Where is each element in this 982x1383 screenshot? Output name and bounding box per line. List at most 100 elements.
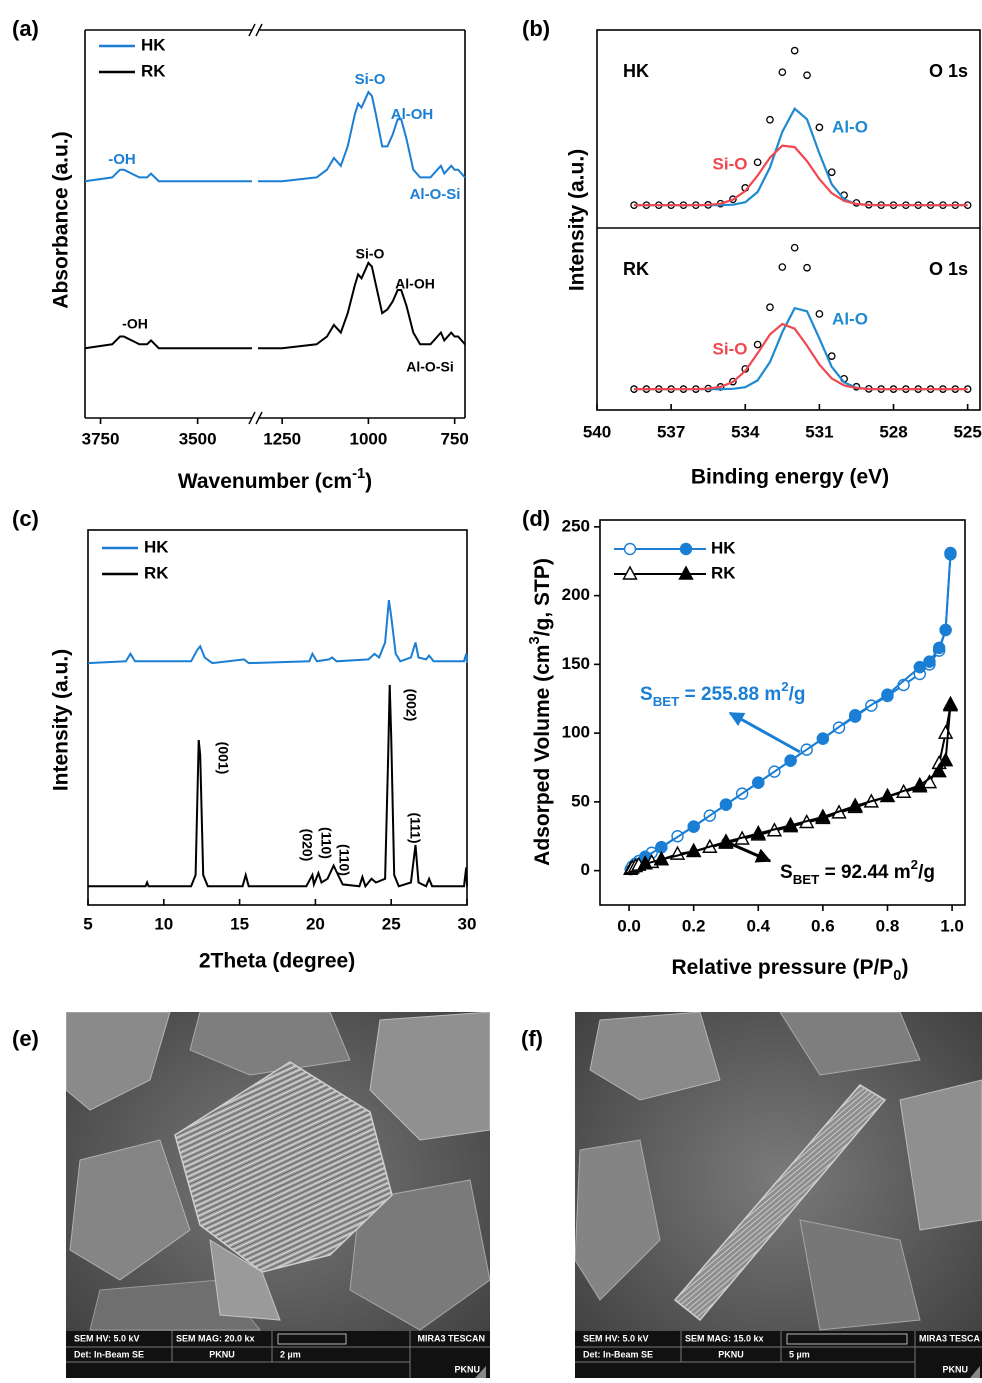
desorption-point	[637, 855, 653, 870]
sem-info: SEM HV: 5.0 kV	[583, 1333, 649, 1343]
label-part: 2	[781, 679, 788, 694]
desorption-point	[816, 732, 830, 745]
fit-component	[634, 106, 968, 207]
sample-label: HK	[623, 61, 649, 81]
legend-label: HK	[141, 35, 166, 54]
raw-data-point	[815, 123, 824, 132]
x-tick-label: 3500	[179, 429, 217, 448]
sem-info: SEM HV: 5.0 kV	[74, 1333, 140, 1343]
y-axis-label: Intensity (a.u.)	[50, 649, 73, 791]
sem-info: SEM MAG: 20.0 kx	[176, 1333, 255, 1343]
label-part: 0	[893, 968, 901, 984]
desorption-branch	[644, 704, 952, 865]
raw-data-point	[753, 340, 762, 349]
label-part: S	[640, 684, 653, 705]
sem-image-f	[575, 1012, 982, 1378]
y-tick-label: 250	[562, 516, 590, 535]
legend-marker	[679, 542, 693, 556]
axis-break	[248, 411, 256, 425]
core-level-label: O 1s	[929, 259, 968, 279]
label-part: S	[780, 862, 793, 883]
x-tick-label: 1000	[349, 429, 387, 448]
y-tick-label: 100	[562, 723, 590, 742]
plot-frame	[596, 29, 981, 411]
desorption-point	[815, 808, 831, 823]
sem-info: MIRA3 TESCAN	[417, 1333, 485, 1343]
peak-annotation: Al-OH	[391, 106, 434, 123]
bet-annotation: SBET = 92.44 m2/g	[780, 857, 935, 887]
desorption-point	[653, 851, 670, 866]
sample-label: RK	[623, 259, 649, 279]
peak-index-label: (110)	[336, 844, 352, 876]
panel-label: (f)	[521, 1026, 543, 1051]
sem-info: PKNU	[718, 1349, 744, 1359]
raw-data-point	[729, 377, 737, 386]
label-part: -1	[352, 466, 365, 482]
legend-marker	[678, 565, 694, 580]
raw-data-point	[803, 71, 811, 80]
label-part: = 92.44 m	[819, 862, 910, 883]
spectrum-line	[84, 90, 466, 183]
sem-info: PKNU	[454, 1364, 480, 1374]
desorption-point	[784, 754, 797, 767]
peak-annotation: Si-O	[356, 246, 385, 262]
sem-info: Det: In-Beam SE	[583, 1349, 653, 1359]
sem-info: SEM MAG: 15.0 kx	[685, 1333, 764, 1343]
pattern-line	[87, 599, 468, 665]
y-tick-label: 0	[581, 860, 590, 879]
raw-data-point	[815, 310, 824, 318]
label-part: BET	[653, 694, 680, 709]
x-axis-label: Relative pressure (P/P0)	[672, 956, 909, 984]
legend-label: RK	[144, 563, 169, 582]
raw-data-point	[766, 303, 774, 312]
pattern-line	[88, 684, 468, 889]
sem-image-e	[66, 1012, 490, 1378]
fit-component	[634, 322, 968, 391]
peak-annotation: -OH	[122, 316, 148, 332]
x-tick-label: 534	[731, 422, 760, 441]
panel-label: (a)	[12, 16, 39, 41]
component-label: Al-O	[832, 309, 868, 328]
plot-frame	[87, 529, 468, 906]
peak-index-label: (110)	[318, 827, 334, 859]
axis-break	[255, 411, 263, 425]
x-tick-label: 25	[382, 914, 401, 933]
fit-component	[634, 144, 968, 207]
desorption-point	[942, 695, 959, 710]
peak-annotation: Al-OH	[395, 276, 435, 292]
label-part: Adsorped Volume (cm	[531, 645, 554, 866]
raw-data-point	[753, 158, 762, 167]
label-part: 3	[527, 636, 543, 644]
x-tick-label: 750	[440, 429, 468, 448]
desorption-point	[939, 623, 952, 637]
x-tick-label: 1250	[263, 429, 301, 448]
desorption-point	[879, 787, 896, 803]
desorption-point	[685, 842, 702, 858]
x-tick-label: 525	[953, 422, 981, 441]
spectrum-line	[84, 260, 466, 350]
x-tick-label: 20	[306, 914, 325, 933]
raw-data-point	[778, 263, 787, 271]
y-axis-label: Intensity (a.u.)	[566, 149, 589, 291]
label-part: /g	[918, 862, 935, 883]
sem-info: PKNU	[209, 1349, 235, 1359]
desorption-point	[718, 833, 734, 848]
x-tick-label: 3750	[82, 429, 120, 448]
axis-break	[255, 23, 263, 37]
x-tick-label: 0.4	[746, 916, 770, 935]
sem-info-bar-f: SEM HV: 5.0 kV SEM MAG: 15.0 kx MIRA3 TESC…	[575, 1331, 982, 1378]
desorption-point	[931, 763, 947, 778]
legend-marker	[623, 542, 637, 556]
label-part: /g, STP)	[531, 558, 554, 636]
desorption-point	[782, 816, 799, 831]
x-tick-label: 537	[657, 422, 685, 441]
desorption-point	[913, 660, 926, 674]
legend-label: RK	[141, 61, 166, 80]
x-tick-label: 0.6	[811, 916, 835, 935]
x-tick-label: 528	[879, 422, 907, 441]
label-part: )	[365, 470, 372, 493]
raw-data-point	[827, 352, 836, 360]
x-tick-label: 0.8	[876, 916, 900, 935]
sem-info: 2 µm	[280, 1349, 301, 1359]
